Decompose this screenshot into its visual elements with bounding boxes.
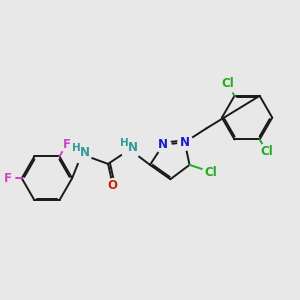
Text: F: F [62, 138, 70, 151]
Text: N: N [180, 136, 190, 149]
Text: N: N [80, 146, 90, 159]
Text: H: H [120, 138, 129, 148]
Text: Cl: Cl [260, 145, 273, 158]
Text: F: F [4, 172, 12, 185]
Text: Cl: Cl [221, 77, 234, 90]
Text: O: O [108, 179, 118, 192]
Text: H: H [72, 142, 81, 153]
Text: N: N [158, 138, 168, 151]
Text: Cl: Cl [205, 166, 218, 178]
Text: N: N [128, 141, 137, 154]
